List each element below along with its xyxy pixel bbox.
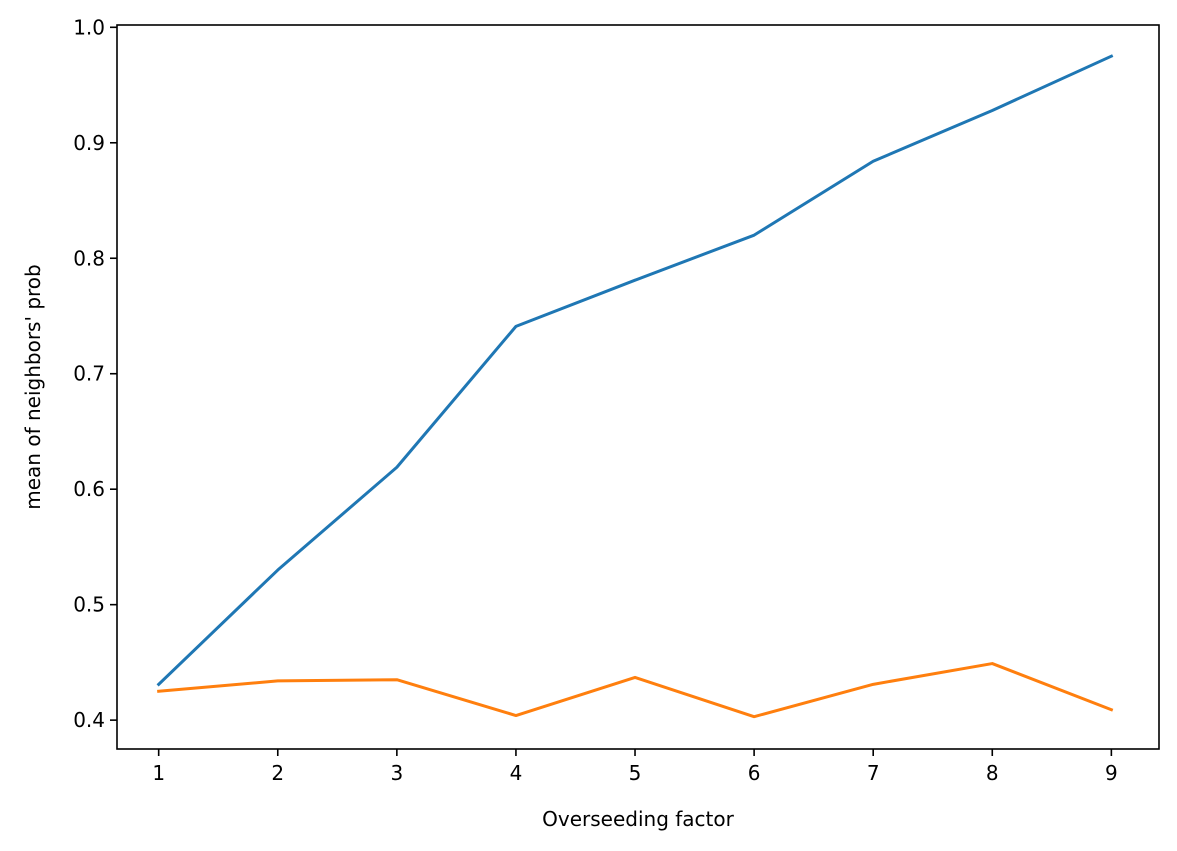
x-tick-label: 9 <box>1105 761 1118 785</box>
y-tick-label: 0.7 <box>73 362 105 386</box>
y-tick-label: 0.9 <box>73 131 105 155</box>
series-line-1 <box>156 54 1114 687</box>
series-group <box>156 54 1114 719</box>
x-tick-label: 4 <box>510 761 523 785</box>
x-tick-label: 2 <box>271 761 284 785</box>
x-tick-label: 8 <box>986 761 999 785</box>
plot-frame <box>116 24 1160 750</box>
y-tick-label: 0.5 <box>73 593 105 617</box>
y-tick-label: 0.6 <box>73 477 105 501</box>
y-tick-label: 1.0 <box>73 15 105 39</box>
x-tick-label: 1 <box>152 761 165 785</box>
x-tick-label: 6 <box>748 761 761 785</box>
x-axis: 1 2 3 4 5 6 7 8 9 <box>152 749 1118 785</box>
y-tick-label: 0.8 <box>73 246 105 270</box>
y-axis-label: mean of neighbors' prob <box>21 264 45 509</box>
x-axis-label: Overseeding factor <box>542 807 734 831</box>
y-tick-label: 0.4 <box>73 708 105 732</box>
x-tick-label: 3 <box>390 761 403 785</box>
y-axis: 0.4 0.5 0.6 0.7 0.8 0.9 1.0 <box>73 15 117 732</box>
x-tick-label: 5 <box>629 761 642 785</box>
series-line-2 <box>157 662 1114 719</box>
x-tick-label: 7 <box>867 761 880 785</box>
